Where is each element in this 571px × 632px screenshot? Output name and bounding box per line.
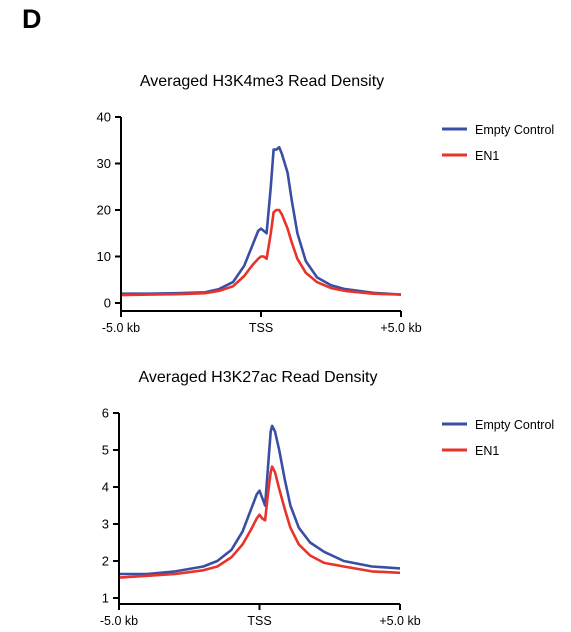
chart-h3k4me3: Averaged H3K4me3 Read Density 010203040 … <box>97 73 555 335</box>
chart-1-title: Averaged H3K4me3 Read Density <box>140 73 384 90</box>
chart-2-y-ticks: 1 2 3 4 5 6 <box>102 406 119 606</box>
x-tick-label: TSS <box>249 321 273 335</box>
chart-1-x-ticks: -5.0 kb TSS +5.0 kb <box>102 311 422 335</box>
x-tick-label: -5.0 kb <box>102 321 140 335</box>
y-tick-label: 10 <box>97 249 111 264</box>
y-tick-label: 4 <box>102 480 109 495</box>
y-tick-label: 0 <box>104 296 111 311</box>
x-tick-label: -5.0 kb <box>100 614 138 628</box>
chart-1-axes <box>120 117 401 312</box>
chart-2-title: Averaged H3K27ac Read Density <box>139 369 378 386</box>
chart-2-x-ticks: -5.0 kb TSS +5.0 kb <box>100 604 421 628</box>
chart-1-legend-label-en1: EN1 <box>475 149 499 163</box>
series-line-empty-control <box>119 424 401 576</box>
y-tick-label: 30 <box>97 156 111 171</box>
y-tick-label: 6 <box>102 406 109 421</box>
series-line-en1 <box>120 208 402 297</box>
chart-h3k27ac: Averaged H3K27ac Read Density 1 2 3 4 5 6 -5.… <box>100 369 554 628</box>
x-tick-label: +5.0 kb <box>379 614 420 628</box>
chart-1-y-ticks: 0 10 20 30 40 <box>97 110 121 311</box>
y-tick-label: 20 <box>97 203 111 218</box>
x-tick-label: +5.0 kb <box>380 321 421 335</box>
panel-label: D <box>22 4 42 34</box>
chart-2-legend-label-en1: EN1 <box>475 444 499 458</box>
chart-1-lines <box>120 145 402 297</box>
chart-1-legend: Empty Control EN1 <box>442 123 554 163</box>
chart-1-legend-label-empty-control: Empty Control <box>475 123 554 137</box>
y-tick-label: 5 <box>102 443 109 458</box>
y-tick-label: 2 <box>102 554 109 569</box>
chart-2-lines <box>118 424 401 579</box>
y-tick-label: 40 <box>97 110 111 125</box>
chart-2-legend-label-empty-control: Empty Control <box>475 418 554 432</box>
y-tick-label: 1 <box>102 591 109 606</box>
y-tick-label: 3 <box>102 517 109 532</box>
series-line-empty-control <box>121 145 402 296</box>
series-line-en1 <box>118 465 401 579</box>
x-tick-label: TSS <box>247 614 271 628</box>
chart-2-legend: Empty Control EN1 <box>442 418 554 458</box>
